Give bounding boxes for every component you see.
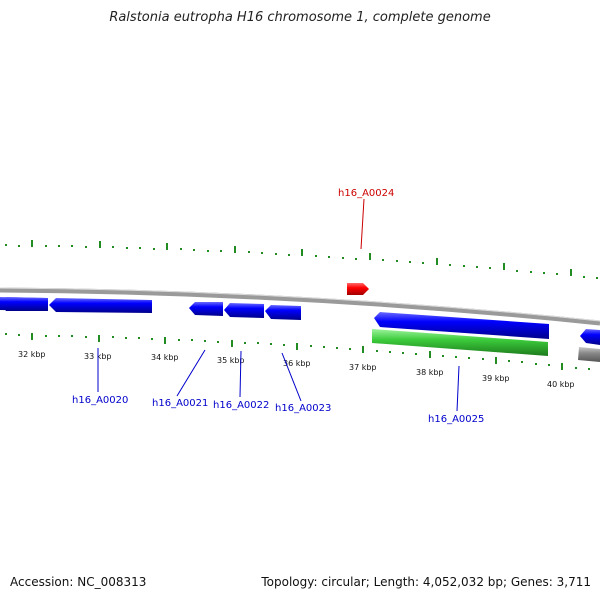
callout-line-h16_A0023 (281, 352, 302, 402)
map-title: Ralstonia eutropha H16 chromosome 1, com… (109, 10, 491, 25)
upper-tick-ring (5, 240, 598, 279)
genome-backbone-highlight (0, 287, 600, 322)
gene-label-h16_A0020[interactable]: h16_A0020 (72, 395, 128, 406)
scale-label: 40 kbp (547, 380, 575, 389)
callout-lines (97, 198, 460, 412)
callout-line-h16_A0021 (176, 349, 206, 397)
gene-h16_A0020[interactable] (49, 298, 152, 313)
accession-text: Accession: NC_008313 (10, 575, 147, 589)
gene-h16_A0021[interactable] (189, 302, 223, 316)
gene-h16_A0026[interactable] (580, 329, 600, 345)
gene-label-h16_A0023[interactable]: h16_A0023 (275, 403, 331, 414)
gene-h16_A0022[interactable] (224, 303, 264, 318)
gene-label-h16_A0021[interactable]: h16_A0021 (152, 398, 208, 409)
genome-backbone (0, 287, 600, 326)
gray-feature[interactable] (578, 347, 600, 362)
gene-label-h16_A0022[interactable]: h16_A0022 (213, 400, 269, 411)
scale-label: 34 kbp (151, 353, 179, 362)
lower-tick-ring (5, 333, 590, 370)
scale-label: 38 kbp (416, 368, 444, 377)
green-feature[interactable] (372, 329, 548, 356)
gene-label-h16_A0024[interactable]: h16_A0024 (338, 188, 394, 199)
genome-summary-text: Topology: circular; Length: 4,052,032 bp… (261, 575, 591, 589)
scale-label: 39 kbp (482, 374, 510, 383)
callout-line-h16_A0024 (360, 198, 365, 250)
scale-label: 32 kbp (18, 350, 46, 359)
gene-h16_A0024[interactable] (347, 283, 369, 295)
scale-label: 36 kbp (283, 359, 311, 368)
gene-h16_A0023[interactable] (265, 305, 301, 320)
scale-labels: 32 kbp 33 kbp 34 kbp 35 kbp 36 kbp 37 kb… (18, 350, 575, 389)
callout-line-h16_A0022 (239, 350, 242, 398)
scale-label: 37 kbp (349, 363, 377, 372)
gene-h16_A0019b (0, 297, 48, 311)
gene-label-h16_A0025[interactable]: h16_A0025 (428, 414, 484, 425)
scale-label: 35 kbp (217, 356, 245, 365)
callout-line-h16_A0025 (456, 365, 460, 412)
gene-h16_A0025[interactable] (374, 312, 549, 339)
